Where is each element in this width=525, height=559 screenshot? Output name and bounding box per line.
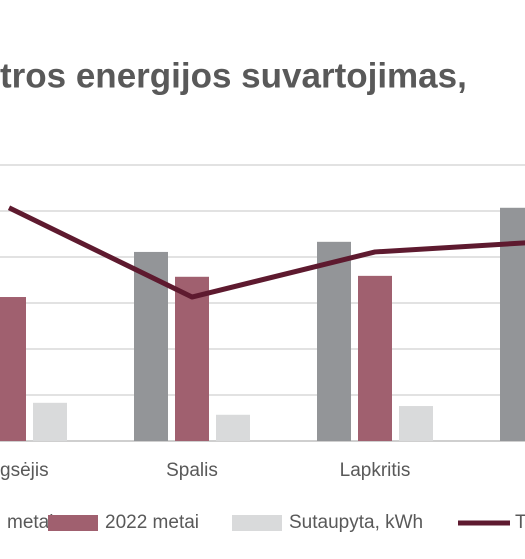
- bar: [216, 414, 250, 441]
- x-tick-label: Spalis: [166, 460, 218, 481]
- legend-label: 2022 metai: [105, 512, 199, 533]
- bar: [0, 297, 26, 441]
- x-tick-label: gsėjis: [0, 460, 49, 481]
- legend-label: metai: [7, 512, 53, 533]
- bar: [317, 241, 351, 441]
- x-tick-label: Lapkritis: [340, 460, 411, 481]
- line-series: [7, 205, 525, 300]
- legend-label: Sutaupyta, kWh: [289, 512, 423, 533]
- bar: [358, 275, 392, 441]
- bar: [33, 402, 67, 441]
- legend-swatch: [232, 515, 282, 531]
- chart-title: tros energijos suvartojimas,: [0, 56, 467, 95]
- bar: [175, 276, 209, 441]
- legend-label: T: [515, 512, 525, 533]
- legend-swatch: [48, 515, 98, 531]
- bar: [399, 406, 433, 441]
